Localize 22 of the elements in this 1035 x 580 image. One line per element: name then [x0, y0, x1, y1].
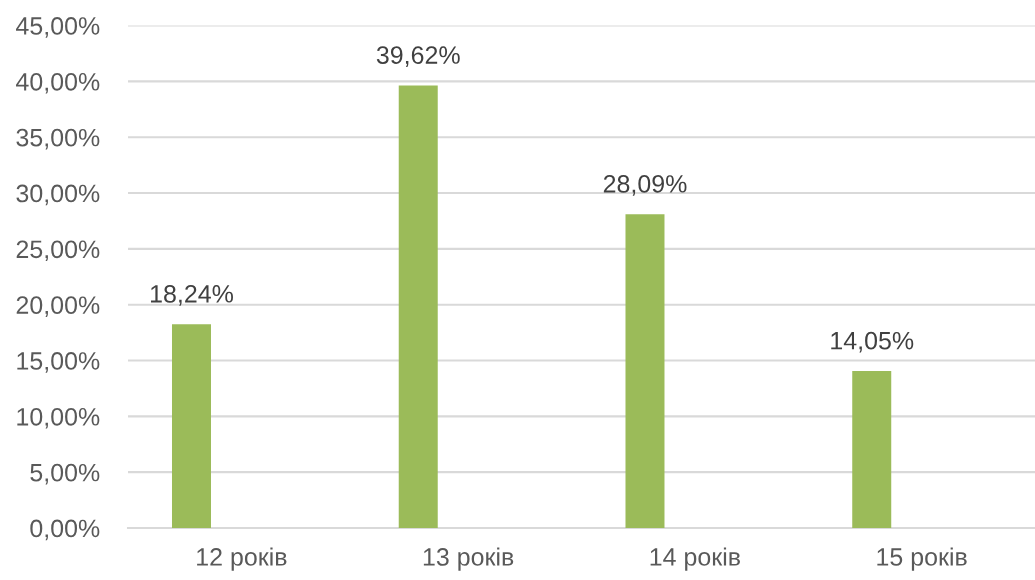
y-tick-label: 5,00%: [30, 463, 100, 485]
x-tick-label: 14 років: [650, 547, 740, 571]
data-label: 39,62%: [376, 46, 460, 67]
bar: [625, 214, 665, 528]
y-tick-label: 0,00%: [30, 519, 100, 541]
data-label: 28,09%: [603, 175, 687, 196]
y-tick-label: 15,00%: [17, 352, 100, 373]
bar: [171, 324, 211, 528]
y-tick-label: 40,00%: [16, 72, 100, 94]
y-tick-label: 20,00%: [16, 296, 100, 317]
y-tick-label: 30,00%: [16, 184, 100, 206]
data-label: 14,05%: [831, 331, 914, 353]
y-tick-label: 45,00%: [16, 17, 100, 38]
y-tick-label: 35,00%: [16, 128, 100, 150]
x-tick-label: 15 років: [877, 547, 967, 571]
data-label: 18,24%: [151, 285, 233, 306]
y-tick-label: 25,00%: [16, 240, 100, 262]
y-tick-label: 10,00%: [17, 407, 100, 429]
bar: [398, 85, 438, 528]
x-tick-label: 13 років: [423, 547, 514, 571]
x-tick-label: 12 років: [197, 547, 287, 571]
bar: [852, 371, 892, 528]
